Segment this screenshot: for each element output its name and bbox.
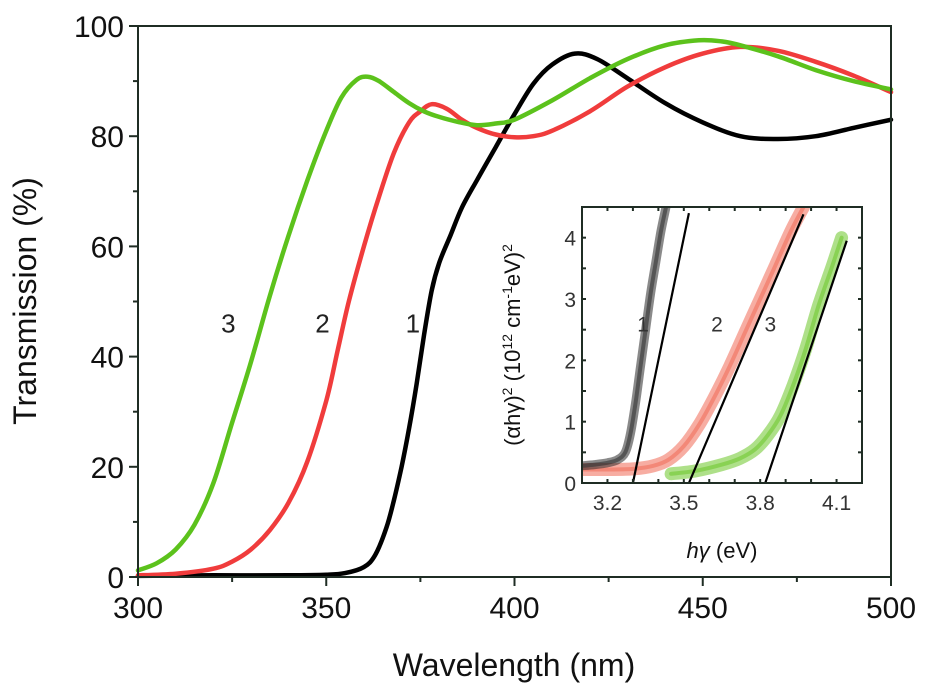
inset-y-ev: eV) (500, 252, 525, 286)
series-3-line (135, 37, 894, 573)
y-tick-label: 80 (91, 121, 124, 154)
x-tick-label: 350 (301, 592, 351, 625)
inset-y-sup: 12 (499, 334, 515, 350)
inset-y-cm: cm (500, 299, 525, 334)
y-tick-label: 60 (91, 231, 124, 264)
y-tick-label: 40 (91, 342, 124, 375)
inset-y-tick-label: 0 (564, 473, 576, 496)
inset-curve-label-2: 2 (711, 314, 723, 337)
inset-y-alpha-term: (αhγ) (500, 395, 525, 446)
x-tick-label: 400 (489, 592, 539, 625)
inset-x-axis-unit: (eV) (710, 538, 758, 563)
inset-x-tick-label: 3.8 (746, 492, 775, 515)
x-axis-title: Wavelength (nm) (393, 647, 635, 683)
series-1-line (135, 51, 894, 579)
inset-plot-area (582, 207, 849, 483)
inset-fit-line-3 (764, 240, 848, 483)
inset-x-axis-symbol: hγ (687, 538, 712, 563)
x-tick-label: 500 (866, 592, 916, 625)
inset-y-sup: -1 (499, 286, 515, 299)
inset-plot-frame (581, 206, 863, 484)
x-tick-label: 450 (678, 592, 728, 625)
inset-y-tick-label: 3 (564, 289, 576, 312)
inset-background (582, 207, 862, 483)
y-axis-title: Transmission (%) (7, 177, 43, 425)
inset-y-tick-label: 1 (564, 412, 576, 435)
inset-x-tick-label: 3.5 (669, 492, 698, 515)
inset-y-tick-label: 2 (564, 350, 576, 373)
y-tick-label: 100 (74, 11, 124, 44)
curve-label-2: 2 (315, 309, 329, 339)
inset-y-mid: (10 (500, 350, 525, 388)
inset-curve-label-1: 1 (637, 314, 649, 337)
inset-y-sup: 2 (499, 387, 515, 395)
y-tick-label: 0 (107, 562, 124, 595)
inset-x-axis-title: hγ (eV) (687, 538, 758, 563)
inset-y-sup: 2 (499, 244, 515, 252)
inset-curve-label-3: 3 (765, 314, 777, 337)
inset-fit-line-1 (631, 212, 690, 483)
inset-series-1-core (582, 207, 668, 468)
inset-y-tick-label: 4 (564, 228, 576, 251)
inset-x-tick-label: 4.1 (822, 492, 851, 515)
series-2-line (135, 44, 894, 578)
main-series-group (135, 37, 894, 579)
inset-series-group (582, 207, 849, 483)
x-tick-label: 300 (113, 592, 163, 625)
inset-fit-line-2 (687, 213, 805, 483)
inset-x-tick-label: 3.2 (593, 492, 622, 515)
curve-label-1: 1 (406, 309, 420, 339)
y-tick-label: 20 (91, 452, 124, 485)
inset-y-axis-title: (αhγ)2 (1012 cm-1eV)2 (499, 244, 525, 446)
tick-group (129, 25, 892, 586)
inset-series-3-core (669, 235, 844, 476)
curve-label-3: 3 (221, 309, 235, 339)
